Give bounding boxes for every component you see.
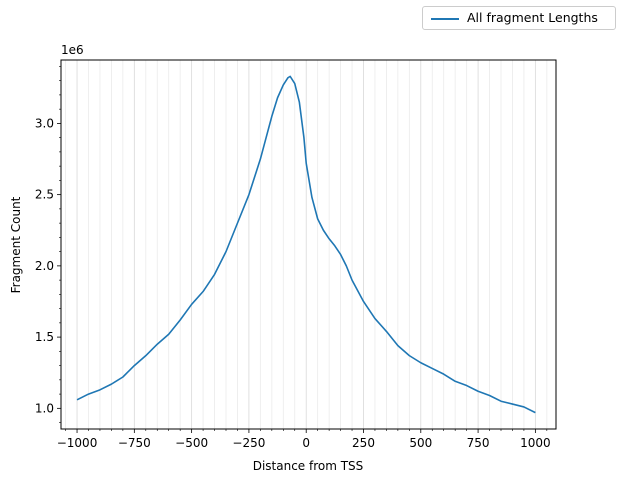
x-tick-label: 250 [352, 436, 375, 450]
series-layer [76, 75, 536, 414]
x-tick-label: −1000 [57, 436, 98, 450]
x-tick-label: 0 [302, 436, 310, 450]
plot-frame [60, 59, 557, 430]
y-tick-label: 3.0 [35, 116, 54, 130]
x-tick-label: 750 [467, 436, 490, 450]
y-tick-label: 2.5 [35, 188, 54, 202]
x-tick-label: 1000 [520, 436, 551, 450]
legend-label: All fragment Lengths [467, 10, 598, 25]
y-offset-label: 1e6 [61, 43, 84, 57]
x-tick-label: 500 [409, 436, 432, 450]
legend-swatch [431, 18, 459, 20]
x-tick-label: −250 [232, 436, 265, 450]
gridlines [65, 60, 548, 429]
y-tick-label: 1.0 [35, 401, 54, 415]
x-tick-label: −500 [175, 436, 208, 450]
x-tick-label: −750 [118, 436, 151, 450]
y-axis-label: Fragment Count [9, 196, 23, 293]
legend: All fragment Lengths [422, 6, 616, 30]
series-line [76, 75, 536, 414]
y-tick-label: 2.0 [35, 259, 54, 273]
x-axis-label: Distance from TSS [253, 459, 364, 473]
y-axis-ticks: 1.0 1.5 2.0 2.5 3.0 [35, 66, 61, 423]
x-axis-ticks: −1000 −750 −500 −250 0 250 500 750 1000 [57, 429, 551, 450]
y-tick-label: 1.5 [35, 330, 54, 344]
